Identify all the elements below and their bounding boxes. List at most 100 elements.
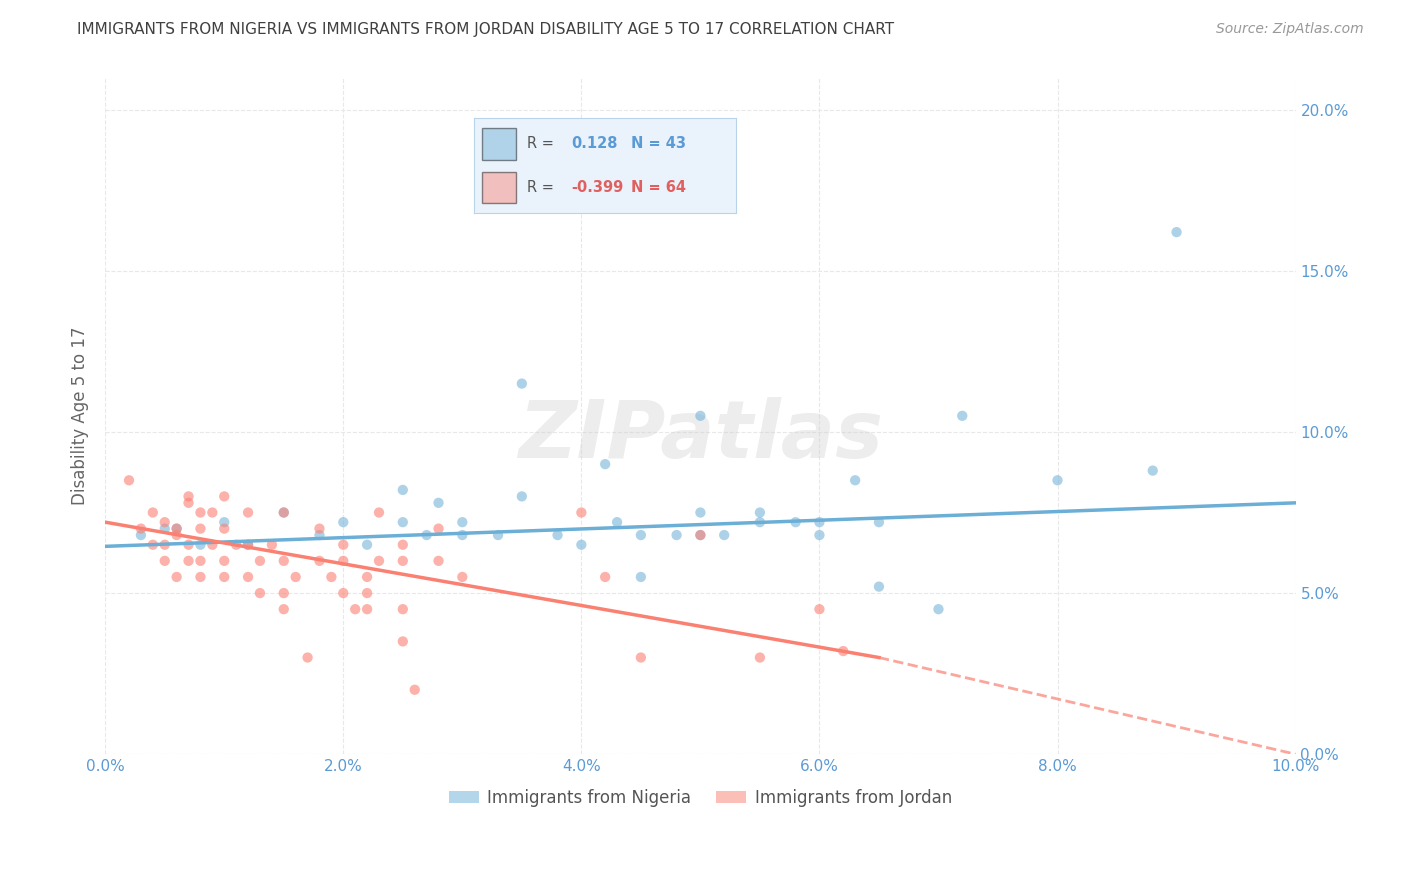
- Point: [630, 650, 652, 665]
- Point: [297, 650, 319, 665]
- Point: [748, 650, 770, 665]
- Point: [332, 538, 354, 552]
- Point: [212, 554, 235, 568]
- Point: [427, 496, 450, 510]
- Point: [190, 554, 212, 568]
- Point: [356, 538, 378, 552]
- Point: [153, 515, 176, 529]
- Point: [832, 644, 855, 658]
- Point: [177, 489, 200, 503]
- Point: [273, 506, 295, 520]
- Point: [844, 473, 866, 487]
- Point: [166, 570, 188, 584]
- Point: [236, 538, 259, 552]
- Point: [212, 515, 235, 529]
- Point: [332, 554, 354, 568]
- Point: [332, 515, 354, 529]
- Point: [212, 570, 235, 584]
- Point: [451, 515, 474, 529]
- Point: [308, 522, 330, 536]
- Point: [201, 506, 224, 520]
- Point: [748, 506, 770, 520]
- Point: [689, 528, 711, 542]
- Point: [630, 570, 652, 584]
- Point: [569, 506, 592, 520]
- Point: [391, 515, 413, 529]
- Point: [190, 538, 212, 552]
- Point: [260, 538, 283, 552]
- Point: [190, 506, 212, 520]
- Point: [166, 522, 188, 536]
- Point: [391, 602, 413, 616]
- Point: [201, 538, 224, 552]
- Point: [950, 409, 973, 423]
- Point: [177, 538, 200, 552]
- Point: [689, 409, 711, 423]
- Point: [118, 473, 141, 487]
- Point: [593, 570, 616, 584]
- Point: [713, 528, 735, 542]
- Point: [665, 528, 688, 542]
- Point: [273, 586, 295, 600]
- Point: [284, 570, 307, 584]
- Point: [273, 554, 295, 568]
- Point: [427, 554, 450, 568]
- Point: [451, 570, 474, 584]
- Point: [190, 570, 212, 584]
- Point: [236, 506, 259, 520]
- Point: [344, 602, 367, 616]
- Legend: Immigrants from Nigeria, Immigrants from Jordan: Immigrants from Nigeria, Immigrants from…: [443, 782, 959, 814]
- Point: [1046, 473, 1069, 487]
- Point: [225, 538, 247, 552]
- Point: [142, 506, 165, 520]
- Point: [606, 515, 628, 529]
- Point: [368, 554, 391, 568]
- Point: [510, 376, 533, 391]
- Point: [451, 528, 474, 542]
- Text: IMMIGRANTS FROM NIGERIA VS IMMIGRANTS FROM JORDAN DISABILITY AGE 5 TO 17 CORRELA: IMMIGRANTS FROM NIGERIA VS IMMIGRANTS FR…: [77, 22, 894, 37]
- Point: [249, 586, 271, 600]
- Point: [236, 570, 259, 584]
- Point: [153, 538, 176, 552]
- Point: [177, 554, 200, 568]
- Point: [808, 528, 831, 542]
- Point: [391, 554, 413, 568]
- Point: [404, 682, 426, 697]
- Y-axis label: Disability Age 5 to 17: Disability Age 5 to 17: [72, 326, 89, 505]
- Point: [391, 634, 413, 648]
- Point: [190, 522, 212, 536]
- Point: [391, 483, 413, 497]
- Point: [868, 515, 890, 529]
- Point: [142, 538, 165, 552]
- Point: [166, 522, 188, 536]
- Point: [808, 602, 831, 616]
- Point: [569, 538, 592, 552]
- Point: [177, 496, 200, 510]
- Point: [273, 506, 295, 520]
- Point: [927, 602, 949, 616]
- Point: [308, 554, 330, 568]
- Point: [785, 515, 807, 529]
- Point: [547, 528, 569, 542]
- Point: [273, 602, 295, 616]
- Point: [510, 489, 533, 503]
- Point: [321, 570, 343, 584]
- Point: [689, 506, 711, 520]
- Point: [427, 522, 450, 536]
- Point: [332, 586, 354, 600]
- Point: [368, 506, 391, 520]
- Point: [808, 515, 831, 529]
- Point: [166, 528, 188, 542]
- Text: ZIPatlas: ZIPatlas: [517, 397, 883, 475]
- Point: [1142, 464, 1164, 478]
- Point: [129, 528, 152, 542]
- Point: [308, 528, 330, 542]
- Point: [356, 570, 378, 584]
- Point: [356, 586, 378, 600]
- Point: [249, 554, 271, 568]
- Point: [236, 538, 259, 552]
- Text: Source: ZipAtlas.com: Source: ZipAtlas.com: [1216, 22, 1364, 37]
- Point: [689, 528, 711, 542]
- Point: [415, 528, 437, 542]
- Point: [153, 522, 176, 536]
